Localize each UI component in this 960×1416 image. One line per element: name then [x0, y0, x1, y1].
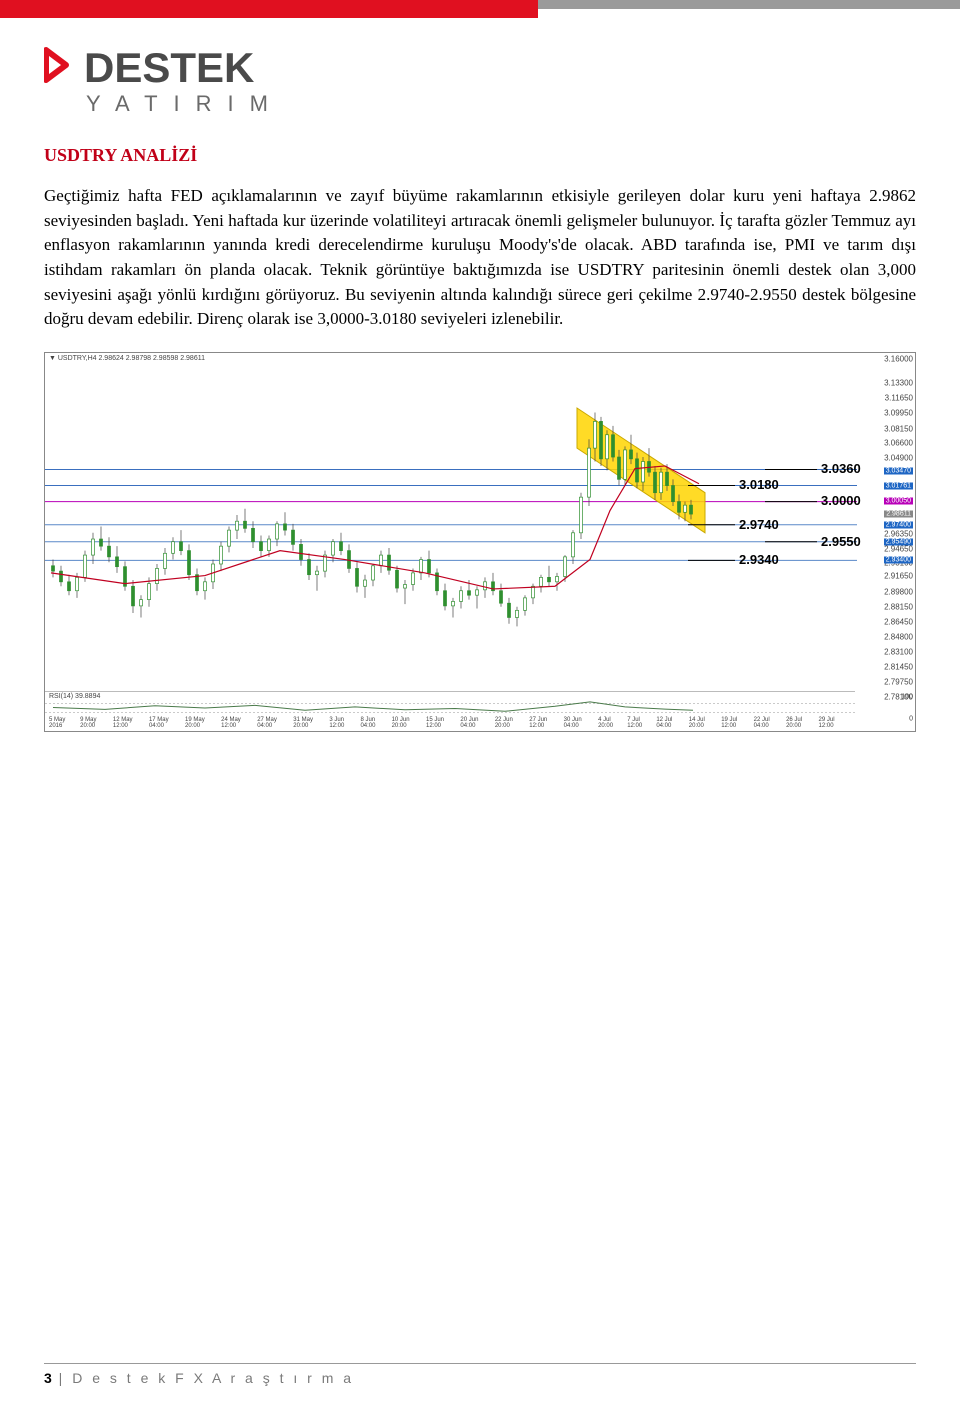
logo: DESTEK YATIRIM — [44, 46, 916, 117]
y-tick-label: 3.11650 — [885, 393, 913, 402]
chart-level-label: 2.9340 — [739, 552, 779, 567]
x-tick-label: 30 Jun 04:00 — [564, 717, 598, 729]
y-price-box: 3.03470 — [884, 467, 913, 474]
y-tick-label: 2.79750 — [884, 677, 913, 686]
y-tick-label: 3.08150 — [884, 424, 913, 433]
x-tick-label: 17 May 04:00 — [149, 717, 185, 729]
top-bar-gray — [538, 0, 960, 9]
y-tick-label: 2.89800 — [884, 588, 913, 597]
x-tick-label: 12 Jul 04:00 — [656, 717, 688, 729]
x-tick-label: 19 May 20:00 — [185, 717, 221, 729]
footer-text: 3 | D e s t e k F X A r a ş t ı r m a — [44, 1370, 916, 1386]
y-price-box: 2.97400 — [884, 521, 913, 528]
chart-rsi-panel: RSI(14) 39.8894 — [45, 691, 855, 715]
footer-sep: | — [52, 1370, 72, 1386]
chart-x-axis: 5 May 20169 May 20:0012 May 12:0017 May … — [45, 717, 855, 729]
page-content: DESTEK YATIRIM USDTRY ANALİZİ Geçtiğimiz… — [0, 18, 960, 732]
rsi-axis-label: 0 — [909, 715, 913, 722]
y-tick-label: 3.06600 — [884, 438, 913, 447]
x-tick-label: 8 Jun 04:00 — [360, 717, 391, 729]
chart-level-label: 3.0180 — [739, 477, 779, 492]
y-tick-label: 2.86450 — [884, 618, 913, 627]
chart-level-label: 3.0000 — [821, 493, 861, 508]
y-price-box: 2.95490 — [884, 538, 913, 545]
y-tick-label: 3.09950 — [884, 408, 913, 417]
y-tick-label: 2.96350 — [884, 529, 913, 538]
rsi-axis-label: 100 — [901, 693, 913, 700]
x-tick-label: 4 Jul 20:00 — [598, 717, 627, 729]
chart-level-label: 2.9550 — [821, 534, 861, 549]
chart-svg — [45, 353, 915, 731]
section-title: USDTRY ANALİZİ — [44, 145, 916, 166]
x-tick-label: 29 Jul 12:00 — [819, 717, 851, 729]
logo-main-row: DESTEK — [44, 46, 916, 89]
chart-rsi-title: RSI(14) 39.8894 — [49, 693, 100, 700]
x-tick-label: 20 Jun 04:00 — [460, 717, 494, 729]
x-tick-label: 7 Jul 12:00 — [627, 717, 656, 729]
top-bar-red — [0, 0, 538, 18]
y-price-box: 3.01761 — [884, 482, 913, 489]
y-tick-label: 2.91650 — [884, 571, 913, 580]
logo-text-sub: YATIRIM — [86, 91, 916, 117]
page-footer: 3 | D e s t e k F X A r a ş t ı r m a — [44, 1363, 916, 1386]
footer-brand: D e s t e k F X A r a ş t ı r m a — [72, 1370, 354, 1386]
x-tick-label: 27 Jun 12:00 — [529, 717, 563, 729]
x-tick-label: 22 Jun 20:00 — [495, 717, 529, 729]
x-tick-label: 19 Jul 12:00 — [721, 717, 753, 729]
x-tick-label: 24 May 12:00 — [221, 717, 257, 729]
x-tick-label: 12 May 12:00 — [113, 717, 149, 729]
chart-level-label: 2.9740 — [739, 517, 779, 532]
x-tick-label: 9 May 20:00 — [80, 717, 113, 729]
y-tick-label: 2.94650 — [884, 545, 913, 554]
usdtry-chart: ▼ USDTRY,H4 2.98624 2.98798 2.98598 2.98… — [44, 352, 916, 732]
x-tick-label: 15 Jun 12:00 — [426, 717, 460, 729]
x-tick-label: 14 Jul 20:00 — [689, 717, 721, 729]
x-tick-label: 3 Jun 12:00 — [329, 717, 360, 729]
x-tick-label: 10 Jun 20:00 — [392, 717, 426, 729]
y-tick-label: 2.83100 — [884, 648, 913, 657]
y-tick-label: 3.04900 — [884, 453, 913, 462]
footer-divider — [44, 1363, 916, 1364]
y-tick-label: 2.88150 — [884, 603, 913, 612]
chart-level-label: 3.0360 — [821, 461, 861, 476]
y-price-box: 2.98611 — [884, 510, 913, 517]
x-tick-label: 22 Jul 04:00 — [754, 717, 786, 729]
x-tick-label: 26 Jul 20:00 — [786, 717, 818, 729]
analysis-paragraph: Geçtiğimiz hafta FED açıklamalarının ve … — [44, 184, 916, 332]
x-tick-label: 31 May 20:00 — [293, 717, 329, 729]
footer-page-number: 3 — [44, 1370, 52, 1386]
y-price-box: 3.00050 — [884, 498, 913, 505]
x-tick-label: 5 May 2016 — [49, 717, 80, 729]
y-tick-label: 3.16000 — [884, 354, 913, 363]
y-tick-label: 2.84800 — [884, 632, 913, 641]
x-tick-label: 27 May 04:00 — [257, 717, 293, 729]
logo-text-main: DESTEK — [84, 47, 254, 89]
top-accent-bar — [0, 0, 960, 18]
y-tick-label: 2.81450 — [884, 662, 913, 671]
y-price-box: 2.93400 — [884, 557, 913, 564]
chart-symbol-bar: ▼ USDTRY,H4 2.98624 2.98798 2.98598 2.98… — [49, 355, 205, 362]
y-tick-label: 3.13300 — [884, 378, 913, 387]
logo-arrow-icon — [44, 46, 78, 89]
